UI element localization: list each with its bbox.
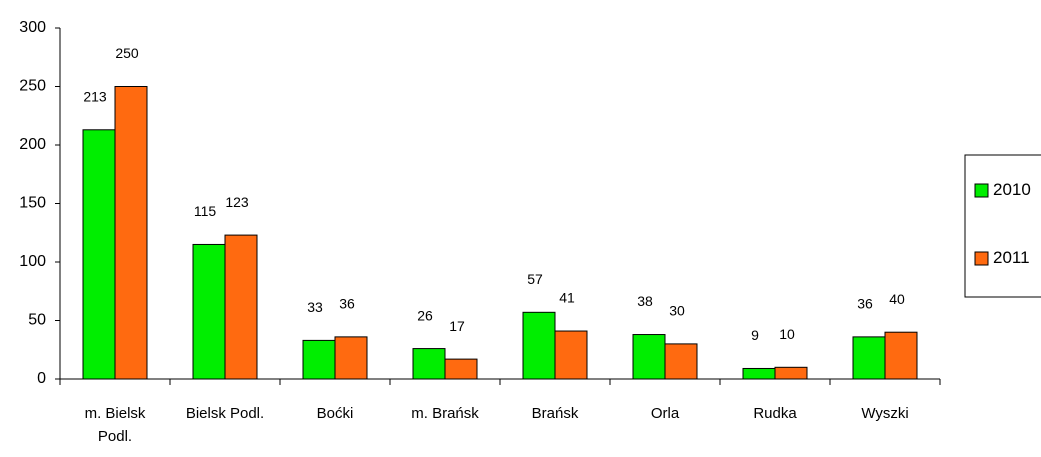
x-tick-label: m. Bielsk Podl.	[84, 405, 146, 445]
bar	[742, 367, 776, 380]
value-label: 115	[194, 203, 217, 219]
legend-swatch	[974, 183, 989, 198]
bar	[82, 129, 116, 380]
bar	[522, 311, 556, 380]
bar	[334, 336, 368, 380]
bar	[302, 339, 336, 380]
value-label: 41	[559, 290, 575, 306]
x-tick-label: Wyszki	[861, 405, 909, 422]
value-label: 40	[889, 291, 905, 307]
legend-label: 2010	[993, 180, 1031, 199]
x-tick-label: m. Brańsk	[411, 405, 479, 422]
y-tick-label: 150	[19, 195, 46, 212]
legend-label: 2011	[993, 248, 1030, 267]
value-label: 26	[417, 307, 433, 323]
value-label: 250	[115, 45, 139, 61]
bar	[444, 358, 478, 380]
x-tick-label: Brańsk	[531, 405, 579, 422]
value-label: 213	[83, 88, 107, 104]
legend-swatch	[974, 251, 989, 266]
y-tick-label: 300	[19, 19, 46, 36]
value-label: 36	[857, 296, 873, 312]
bar	[774, 366, 808, 380]
bar	[884, 331, 918, 380]
y-tick-label: 50	[28, 312, 46, 329]
bar	[632, 334, 666, 380]
value-label: 17	[449, 318, 465, 334]
bar	[554, 330, 588, 380]
y-tick-label: 200	[19, 136, 46, 153]
y-tick-label: 250	[19, 78, 46, 95]
value-label: 30	[669, 303, 685, 319]
bar	[224, 234, 258, 380]
value-label: 57	[527, 271, 543, 287]
value-label: 33	[307, 299, 323, 315]
legend-box	[964, 154, 1041, 298]
bar	[114, 86, 148, 380]
bar	[852, 336, 886, 380]
x-tick-label: Bielsk Podl.	[185, 405, 265, 422]
y-tick-label: 0	[37, 370, 46, 387]
value-label: 36	[339, 296, 355, 312]
value-label: 123	[225, 194, 249, 210]
value-label: 9	[751, 327, 759, 343]
x-tick-label: Boćki	[316, 405, 354, 422]
x-tick-label: Orla	[650, 405, 680, 422]
value-label: 38	[637, 293, 653, 309]
value-label: 10	[779, 326, 795, 342]
bar	[664, 343, 698, 380]
bar	[412, 348, 446, 380]
bar	[192, 243, 226, 380]
x-tick-label: Rudka	[753, 405, 797, 422]
y-tick-label: 100	[19, 253, 46, 270]
